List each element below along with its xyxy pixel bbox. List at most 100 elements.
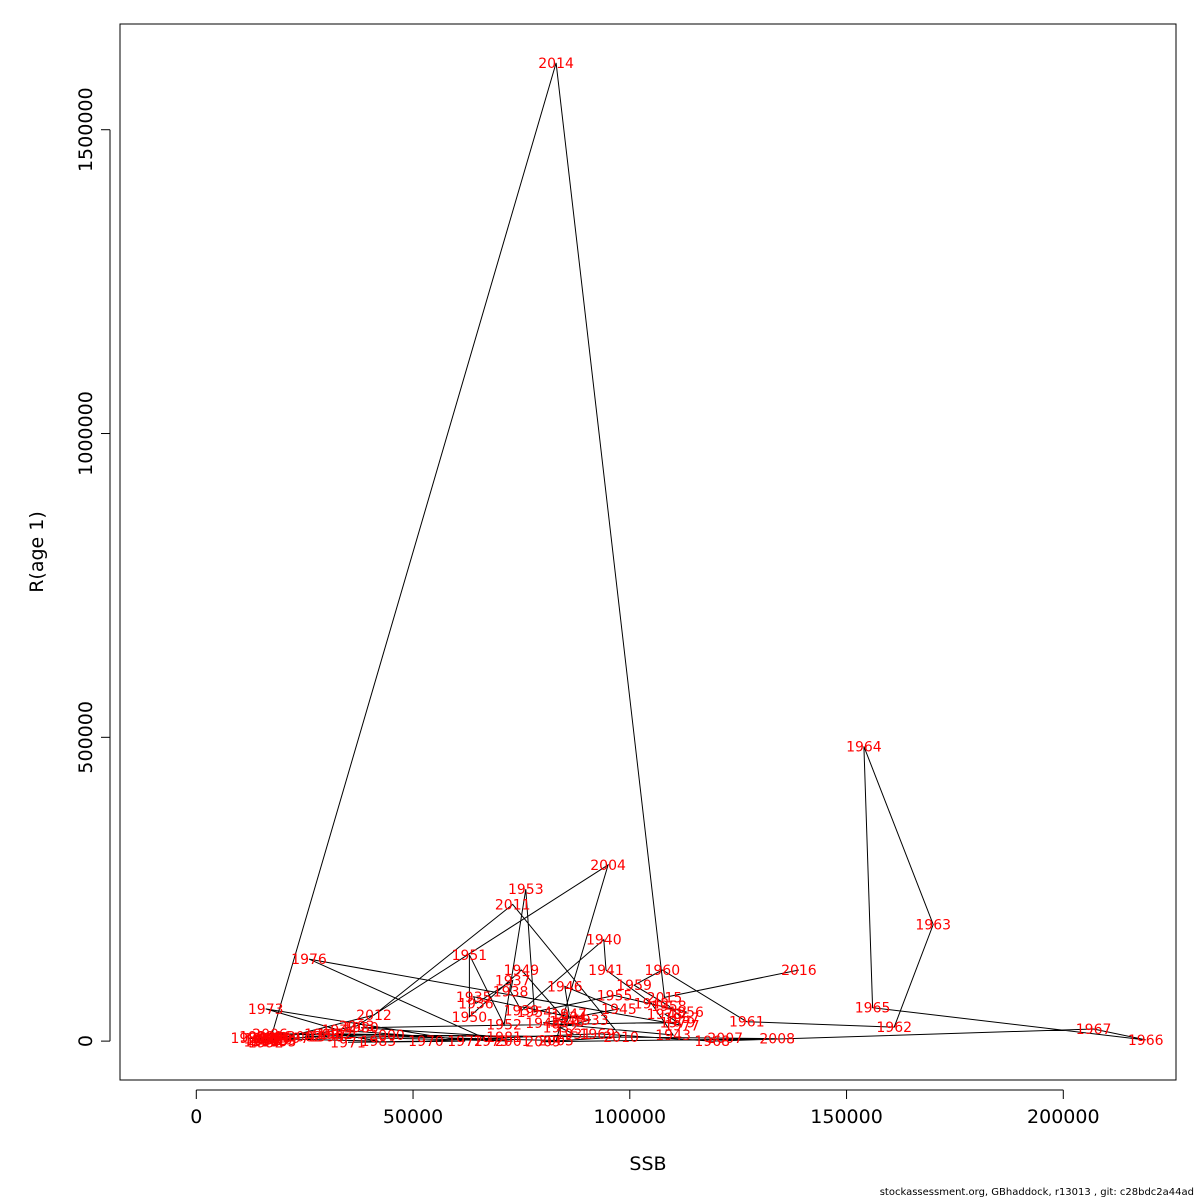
x-tick-label: 200000	[1027, 1106, 1100, 1128]
point-label-2012: 2012	[356, 1008, 392, 1024]
point-label-1975: 1975	[473, 1034, 509, 1050]
point-label-1941: 1941	[588, 963, 624, 979]
x-axis-label: SSB	[629, 1153, 666, 1175]
series-line	[248, 62, 1146, 1043]
y-tick-label: 1500000	[75, 87, 97, 172]
point-label-1978: 1978	[647, 1007, 683, 1023]
x-tick-label: 150000	[810, 1106, 883, 1128]
point-label-2014: 2014	[538, 56, 574, 72]
point-label-1999: 1999	[304, 1027, 340, 1043]
point-label-1942: 1942	[634, 996, 670, 1012]
point-label-1977: 1977	[664, 1018, 700, 1034]
point-label-1958: 1958	[651, 999, 687, 1015]
point-label-2008: 2008	[759, 1032, 795, 1048]
point-label-1946: 1946	[547, 979, 583, 995]
x-axis: 0 50000 100000 150000 200000	[190, 1089, 1100, 1128]
point-label-2009: 2009	[525, 1035, 561, 1051]
point-label-1945: 1945	[601, 1002, 637, 1018]
point-label-1960: 1960	[644, 963, 680, 979]
point-label-2006: 2006	[252, 1027, 288, 1043]
point-label-1957: 1957	[664, 1011, 700, 1027]
point-label-1996: 1996	[256, 1029, 292, 1045]
point-label-1964: 1964	[846, 739, 882, 755]
point-label-1935: 1935	[456, 990, 492, 1006]
point-label-1961: 1961	[729, 1015, 765, 1031]
point-label-1970: 1970	[408, 1034, 444, 1050]
point-label-1987: 1987	[250, 1031, 286, 1047]
point-label-2002: 2002	[287, 1029, 323, 1045]
point-label-1953: 1953	[508, 882, 544, 898]
point-label-1959: 1959	[616, 978, 652, 994]
point-label-1931: 1931	[556, 1027, 592, 1043]
point-label-1984: 1984	[230, 1031, 266, 1047]
point-label-1954: 1954	[517, 1005, 553, 1021]
point-label-1982: 1982	[317, 1027, 353, 1043]
point-label-1966: 1966	[1128, 1033, 1164, 1049]
point-label-1974: 1974	[321, 1023, 357, 1039]
x-tick-label: 100000	[594, 1106, 667, 1128]
point-label-2016: 2016	[781, 963, 817, 979]
point-label-1990: 1990	[239, 1029, 275, 1045]
point-label-1934: 1934	[551, 1010, 587, 1026]
point-label-1936: 1936	[458, 996, 494, 1012]
point-label-1989: 1989	[261, 1033, 297, 1049]
point-label-1995: 1995	[261, 1035, 297, 1051]
footer-caption: stockassessment.org, GBhaddock, r13013 ,…	[879, 1187, 1194, 1198]
point-label-2011: 2011	[495, 897, 531, 913]
y-tick-label: 1000000	[75, 391, 97, 476]
point-label-1965: 1965	[855, 1001, 891, 1017]
point-label-1992: 1992	[248, 1035, 284, 1051]
y-tick-label: 0	[75, 1035, 97, 1047]
point-label-1988: 1988	[243, 1032, 279, 1048]
point-label-1944: 1944	[525, 1016, 561, 1032]
point-label-1968: 1968	[694, 1034, 730, 1050]
point-label-2000: 2000	[369, 1028, 405, 1044]
point-label-1947: 1947	[551, 1007, 587, 1023]
point-label-1997: 1997	[274, 1031, 310, 1047]
point-label-1949: 1949	[504, 963, 540, 979]
point-label-1952: 1952	[486, 1018, 522, 1034]
point-label-1985: 1985	[252, 1034, 288, 1050]
point-label-2003: 2003	[339, 1019, 375, 1035]
point-label-1937: 1937	[495, 973, 531, 989]
point-label-1933: 1933	[573, 1013, 609, 1029]
point-label-1972: 1972	[447, 1034, 483, 1050]
x-tick-label: 0	[190, 1106, 202, 1128]
point-label-1932: 1932	[543, 1021, 579, 1037]
point-label-1983: 1983	[361, 1034, 397, 1050]
point-label-1971: 1971	[330, 1035, 366, 1051]
point-label-1998: 1998	[308, 1029, 344, 1045]
point-label-1969: 1969	[579, 1027, 615, 1043]
point-label-1948: 1948	[549, 1015, 585, 1031]
y-axis: 0 500000 1000000 1500000	[75, 87, 111, 1047]
point-label-2007: 2007	[707, 1031, 743, 1047]
y-tick-label: 500000	[75, 701, 97, 774]
point-label-1939: 1939	[504, 1004, 540, 1020]
point-label-1963: 1963	[915, 918, 951, 934]
plot-frame	[119, 23, 1177, 1081]
point-label-1993: 1993	[243, 1035, 279, 1051]
point-label-1955: 1955	[597, 989, 633, 1005]
point-label-1991: 1991	[246, 1033, 282, 1049]
point-label-1938: 1938	[493, 984, 529, 1000]
point-label-1967: 1967	[1076, 1022, 1112, 1038]
point-label-1976: 1976	[291, 952, 327, 968]
point-label-1943: 1943	[655, 1028, 691, 1044]
x-tick-label: 50000	[383, 1106, 443, 1128]
point-label-1986: 1986	[256, 1032, 292, 1048]
point-label-1979: 1979	[660, 1015, 696, 1031]
y-axis-label: R(age 1)	[26, 511, 48, 593]
point-label-1980: 1980	[343, 1021, 379, 1037]
point-label-1951: 1951	[452, 948, 488, 964]
point-label-2005: 2005	[538, 1034, 574, 1050]
point-label-2010: 2010	[603, 1030, 639, 1046]
point-label-1950: 1950	[452, 1010, 488, 1026]
point-label-1962: 1962	[876, 1020, 912, 1036]
point-label-2004: 2004	[590, 858, 626, 874]
point-label-1994: 1994	[254, 1031, 290, 1047]
point-label-1940: 1940	[586, 933, 622, 949]
point-label-2015: 2015	[647, 990, 683, 1006]
point-label-2001: 2001	[495, 1034, 531, 1050]
